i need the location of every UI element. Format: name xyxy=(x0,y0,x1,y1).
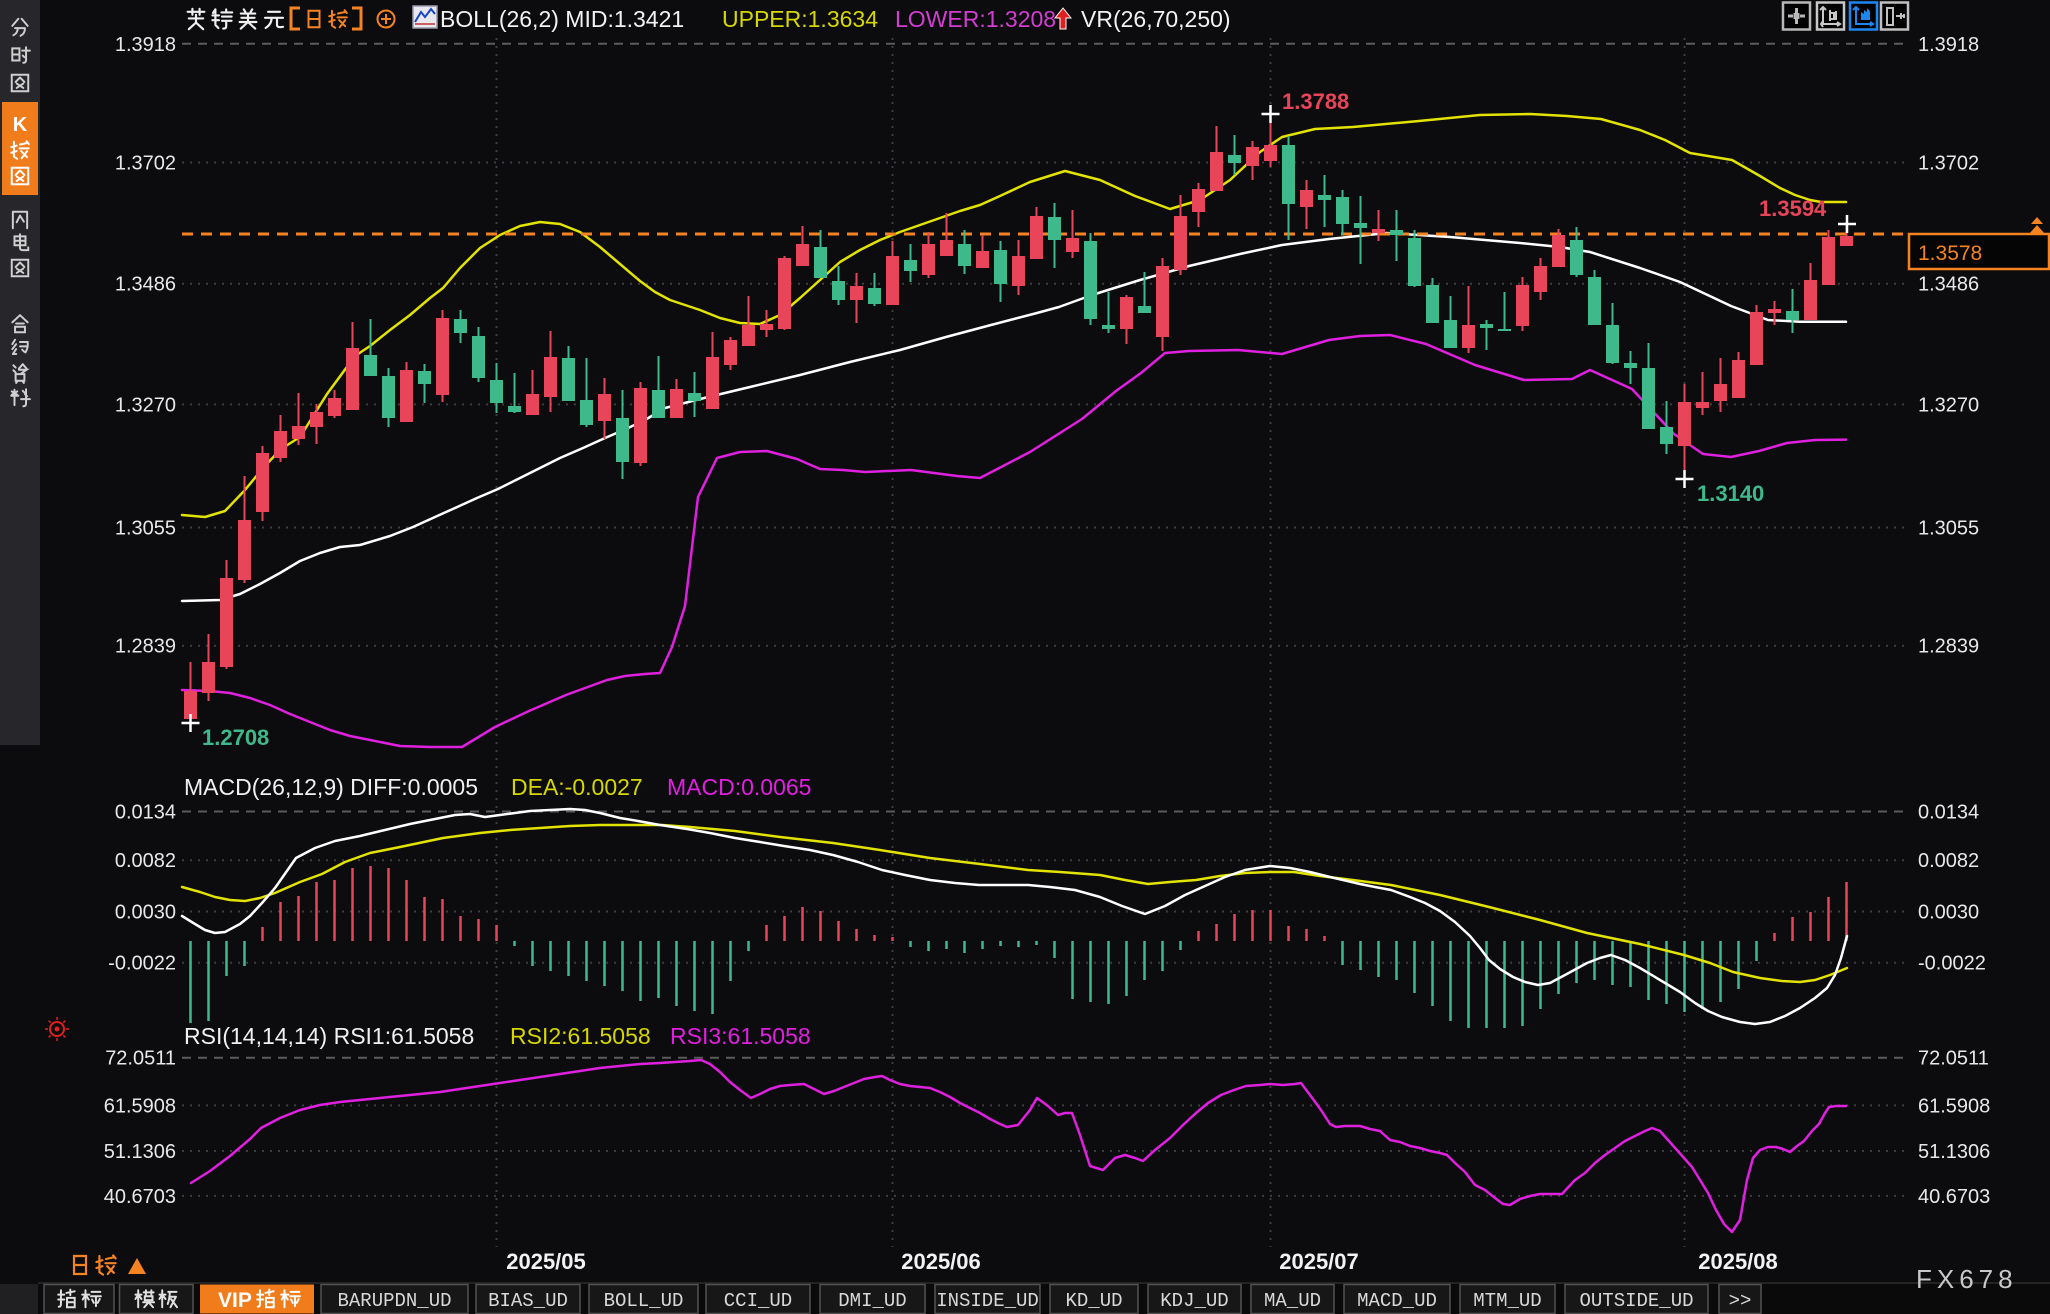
svg-text:VR(26,70,250): VR(26,70,250) xyxy=(1081,6,1231,32)
svg-text:DEA:-0.0027: DEA:-0.0027 xyxy=(511,774,643,800)
svg-text:1.3055: 1.3055 xyxy=(115,518,176,540)
svg-text:0.0134: 0.0134 xyxy=(1918,802,1979,824)
svg-text:0.0030: 0.0030 xyxy=(1918,902,1979,924)
svg-text:>>: >> xyxy=(1729,1290,1752,1312)
svg-text:1.3594: 1.3594 xyxy=(1759,196,1827,221)
svg-text:BOLL(26,2) MID:1.3421: BOLL(26,2) MID:1.3421 xyxy=(440,6,684,32)
svg-text:2025/08: 2025/08 xyxy=(1698,1249,1778,1274)
svg-text:2025/06: 2025/06 xyxy=(901,1249,981,1274)
svg-text:LOWER:1.3208: LOWER:1.3208 xyxy=(895,6,1056,32)
svg-text:72.0511: 72.0511 xyxy=(105,1048,176,1070)
svg-text:0.0082: 0.0082 xyxy=(1918,850,1979,872)
svg-text:-0.0022: -0.0022 xyxy=(1918,953,1986,975)
svg-text:1.3486: 1.3486 xyxy=(115,274,176,296)
svg-text:1.3270: 1.3270 xyxy=(115,394,176,416)
svg-text:1.2839: 1.2839 xyxy=(1918,636,1979,658)
svg-text:RSI3:61.5058: RSI3:61.5058 xyxy=(670,1023,811,1049)
svg-text:FX678: FX678 xyxy=(1916,1264,2018,1294)
svg-text:1.3918: 1.3918 xyxy=(115,34,176,56)
svg-text:MACD(26,12,9) DIFF:0.0005: MACD(26,12,9) DIFF:0.0005 xyxy=(184,774,478,800)
svg-text:1.3702: 1.3702 xyxy=(1918,153,1979,175)
svg-text:2025/05: 2025/05 xyxy=(506,1249,586,1274)
svg-text:MACD_UD: MACD_UD xyxy=(1357,1290,1437,1312)
svg-text:BOLL_UD: BOLL_UD xyxy=(604,1290,684,1312)
svg-text:CCI_UD: CCI_UD xyxy=(724,1290,792,1312)
svg-text:1.3578: 1.3578 xyxy=(1918,242,1982,265)
svg-text:1.3055: 1.3055 xyxy=(1918,518,1979,540)
svg-text:-0.0022: -0.0022 xyxy=(108,953,176,975)
svg-text:DMI_UD: DMI_UD xyxy=(838,1290,906,1312)
svg-text:40.6703: 40.6703 xyxy=(1918,1186,1990,1208)
svg-text:1.3788: 1.3788 xyxy=(1282,89,1349,114)
svg-text:72.0511: 72.0511 xyxy=(1918,1048,1989,1070)
svg-text:MTM_UD: MTM_UD xyxy=(1473,1290,1541,1312)
svg-text:UPPER:1.3634: UPPER:1.3634 xyxy=(722,6,878,32)
svg-text:0.0134: 0.0134 xyxy=(115,802,176,824)
svg-text:1.3918: 1.3918 xyxy=(1918,34,1979,56)
svg-text:1.3486: 1.3486 xyxy=(1918,274,1979,296)
svg-text:61.5908: 61.5908 xyxy=(104,1095,176,1117)
svg-text:OUTSIDE_UD: OUTSIDE_UD xyxy=(1579,1290,1693,1312)
svg-text:1.3140: 1.3140 xyxy=(1697,481,1764,506)
svg-text:K: K xyxy=(13,114,28,136)
svg-text:1.2708: 1.2708 xyxy=(202,725,269,750)
svg-text:KDJ_UD: KDJ_UD xyxy=(1160,1290,1228,1312)
svg-text:51.1306: 51.1306 xyxy=(1918,1141,1990,1163)
svg-text:BARUPDN_UD: BARUPDN_UD xyxy=(337,1290,451,1312)
svg-text:51.1306: 51.1306 xyxy=(104,1141,176,1163)
svg-text:INSIDE_UD: INSIDE_UD xyxy=(936,1290,1039,1312)
svg-text:40.6703: 40.6703 xyxy=(104,1186,176,1208)
svg-text:2025/07: 2025/07 xyxy=(1279,1249,1359,1274)
svg-text:RSI2:61.5058: RSI2:61.5058 xyxy=(510,1023,651,1049)
svg-text:VIP: VIP xyxy=(218,1289,252,1312)
svg-text:1.3702: 1.3702 xyxy=(115,153,176,175)
svg-text:MA_UD: MA_UD xyxy=(1264,1290,1321,1312)
svg-text:MACD:0.0065: MACD:0.0065 xyxy=(667,774,811,800)
svg-text:RSI(14,14,14) RSI1:61.5058: RSI(14,14,14) RSI1:61.5058 xyxy=(184,1023,474,1049)
svg-text:KD_UD: KD_UD xyxy=(1065,1290,1122,1312)
svg-text:61.5908: 61.5908 xyxy=(1918,1095,1990,1117)
svg-text:1.2839: 1.2839 xyxy=(115,636,176,658)
svg-text:0.0030: 0.0030 xyxy=(115,902,176,924)
svg-text:BIAS_UD: BIAS_UD xyxy=(488,1290,568,1312)
svg-text:1.3270: 1.3270 xyxy=(1918,394,1979,416)
svg-text:0.0082: 0.0082 xyxy=(115,850,176,872)
